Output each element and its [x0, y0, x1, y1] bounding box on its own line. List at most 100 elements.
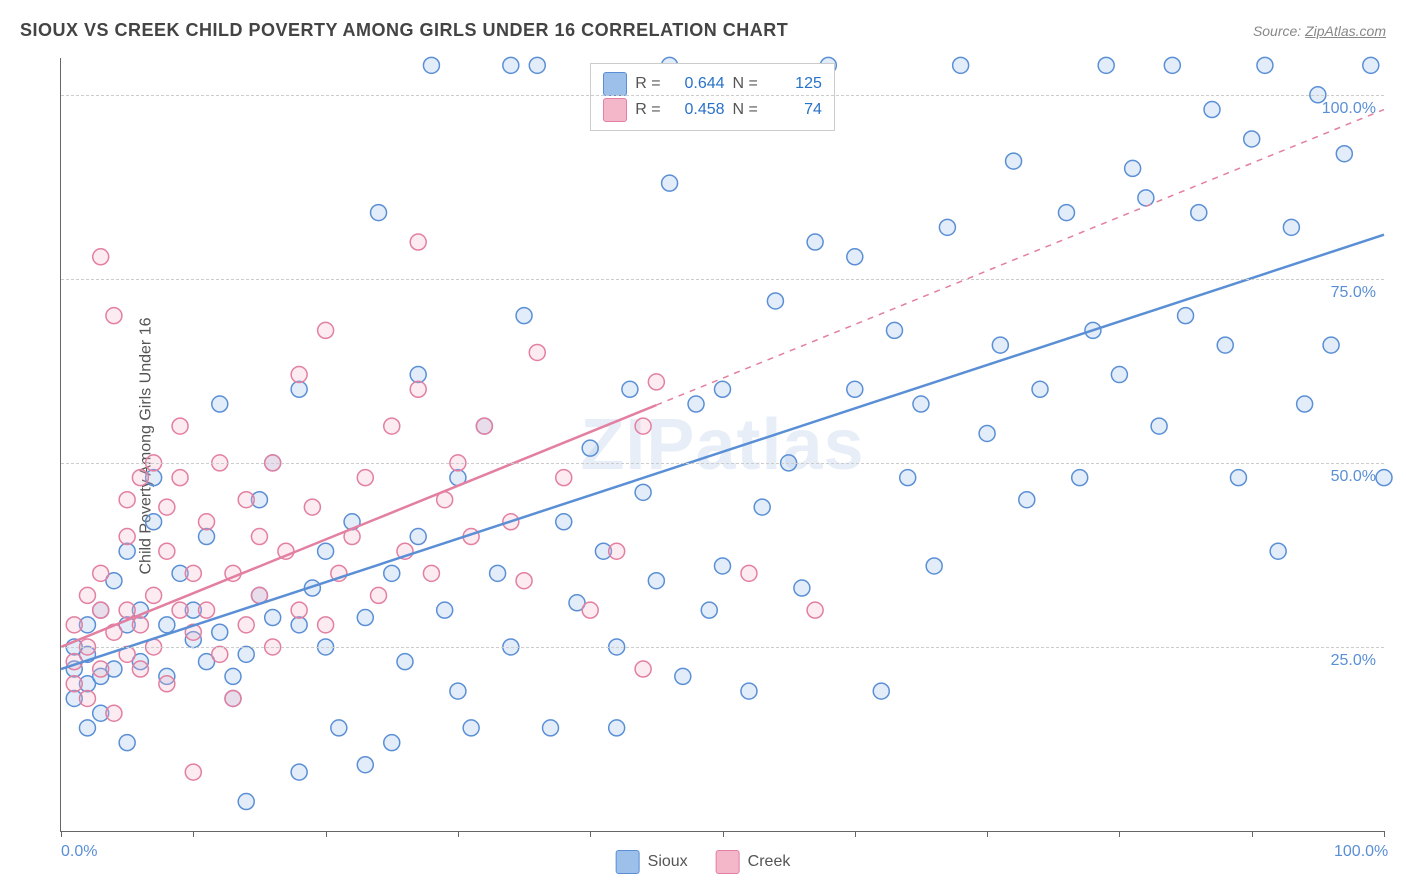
scatter-point — [172, 602, 188, 618]
scatter-point — [1178, 308, 1194, 324]
swatch-sioux — [616, 850, 640, 874]
scatter-point — [423, 57, 439, 73]
swatch-sioux — [603, 72, 627, 96]
scatter-point — [119, 602, 135, 618]
n-value-creek: 74 — [766, 101, 822, 119]
scatter-point — [648, 374, 664, 390]
scatter-point — [1257, 57, 1273, 73]
scatter-point — [410, 381, 426, 397]
r-value-sioux: 0.644 — [669, 75, 725, 93]
scatter-point — [357, 470, 373, 486]
scatter-point — [873, 683, 889, 699]
scatter-point — [397, 654, 413, 670]
scatter-point — [238, 492, 254, 508]
scatter-point — [794, 580, 810, 596]
scatter-point — [1072, 470, 1088, 486]
scatter-point — [119, 492, 135, 508]
legend-row-sioux: R = 0.644 N = 125 — [603, 72, 822, 96]
scatter-point — [635, 661, 651, 677]
scatter-point — [490, 565, 506, 581]
r-label: R = — [635, 75, 660, 93]
scatter-point — [622, 381, 638, 397]
scatter-point — [529, 344, 545, 360]
scatter-point — [159, 676, 175, 692]
scatter-point — [609, 720, 625, 736]
swatch-creek — [603, 98, 627, 122]
scatter-point — [1297, 396, 1313, 412]
scatter-point — [212, 646, 228, 662]
n-label: N = — [733, 75, 758, 93]
scatter-point — [1111, 367, 1127, 383]
n-value-sioux: 125 — [766, 75, 822, 93]
scatter-point — [212, 624, 228, 640]
source-link[interactable]: ZipAtlas.com — [1305, 23, 1386, 39]
chart-title: SIOUX VS CREEK CHILD POVERTY AMONG GIRLS… — [20, 20, 788, 41]
scatter-point — [741, 683, 757, 699]
scatter-point — [913, 396, 929, 412]
scatter-point — [503, 57, 519, 73]
scatter-point — [106, 308, 122, 324]
scatter-point — [318, 617, 334, 633]
scatter-point — [807, 234, 823, 250]
y-tick-label: 100.0% — [1322, 100, 1376, 118]
scatter-point — [225, 668, 241, 684]
scatter-point — [1204, 102, 1220, 118]
scatter-point — [939, 219, 955, 235]
scatter-point — [93, 661, 109, 677]
scatter-point — [212, 396, 228, 412]
scatter-point — [185, 764, 201, 780]
scatter-point — [172, 418, 188, 434]
scatter-point — [132, 617, 148, 633]
source-attribution: Source: ZipAtlas.com — [1253, 23, 1386, 39]
x-tick-label: 0.0% — [61, 843, 97, 861]
header: SIOUX VS CREEK CHILD POVERTY AMONG GIRLS… — [20, 20, 1386, 41]
scatter-point — [410, 234, 426, 250]
scatter-point — [1164, 57, 1180, 73]
y-tick-label: 50.0% — [1331, 468, 1376, 486]
page-root: SIOUX VS CREEK CHILD POVERTY AMONG GIRLS… — [0, 0, 1406, 892]
scatter-point — [715, 558, 731, 574]
scatter-point — [172, 470, 188, 486]
scatter-point — [410, 529, 426, 545]
scatter-point — [318, 543, 334, 559]
scatter-point — [291, 367, 307, 383]
scatter-point — [741, 565, 757, 581]
scatter-point — [265, 610, 281, 626]
scatter-point — [807, 602, 823, 618]
scatter-point — [251, 529, 267, 545]
scatter-point — [582, 440, 598, 456]
scatter-point — [886, 322, 902, 338]
legend-item-creek: Creek — [716, 850, 791, 874]
scatter-point — [953, 57, 969, 73]
scatter-point — [635, 418, 651, 434]
scatter-point — [357, 757, 373, 773]
scatter-point — [185, 565, 201, 581]
scatter-point — [384, 735, 400, 751]
scatter-point — [66, 617, 82, 633]
scatter-point — [715, 381, 731, 397]
scatter-point — [1098, 57, 1114, 73]
scatter-point — [159, 499, 175, 515]
series-legend: Sioux Creek — [616, 850, 791, 874]
scatter-point — [1244, 131, 1260, 147]
scatter-point — [1058, 205, 1074, 221]
scatter-point — [992, 337, 1008, 353]
scatter-point — [1363, 57, 1379, 73]
y-tick-label: 25.0% — [1331, 652, 1376, 670]
r-value-creek: 0.458 — [669, 101, 725, 119]
y-tick-label: 75.0% — [1331, 284, 1376, 302]
scatter-point — [648, 573, 664, 589]
scatter-point — [199, 602, 215, 618]
scatter-point — [543, 720, 559, 736]
scatter-point — [582, 602, 598, 618]
scatter-point — [66, 676, 82, 692]
scatter-point — [93, 565, 109, 581]
scatter-point — [900, 470, 916, 486]
n-label: N = — [733, 101, 758, 119]
scatter-point — [291, 381, 307, 397]
scatter-point — [119, 543, 135, 559]
scatter-point — [371, 587, 387, 603]
scatter-point — [979, 425, 995, 441]
scatter-point — [199, 514, 215, 530]
scatter-point — [1032, 381, 1048, 397]
